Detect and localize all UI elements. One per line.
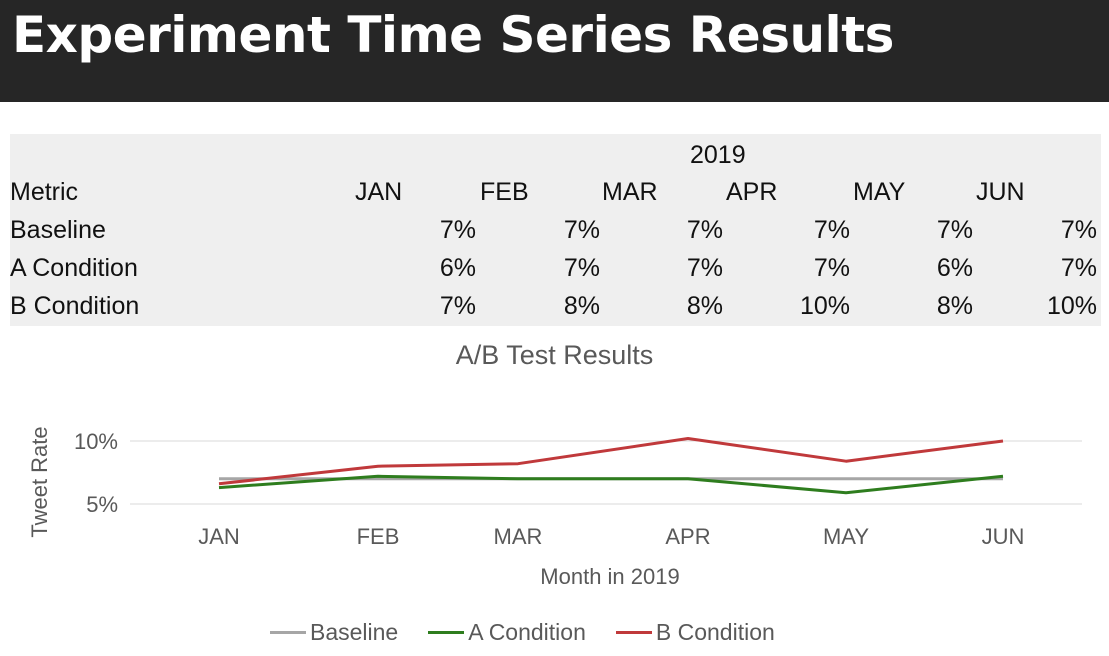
legend-swatch — [615, 630, 652, 634]
legend-label: A Condition — [468, 618, 586, 645]
table-row-label: A Condition — [10, 254, 138, 282]
y-axis-label: Tweet Rate — [27, 426, 52, 537]
table-cell: 7% — [1060, 254, 1097, 282]
table-month-header: JAN — [355, 178, 403, 206]
legend-item-b-condition: B Condition — [615, 618, 775, 646]
y-tick-label: 5% — [86, 492, 118, 517]
table-cell: 7% — [1060, 216, 1097, 244]
table-cell: 10% — [1046, 292, 1097, 320]
x-tick-label: MAR — [494, 524, 543, 549]
table-cell: 7% — [686, 254, 723, 282]
table-month-header: MAY — [853, 178, 906, 206]
legend-swatch — [270, 630, 306, 634]
table-cell: 8% — [686, 292, 723, 320]
table-row-label: Baseline — [10, 216, 106, 244]
table-cell: 7% — [686, 216, 723, 244]
table-month-header: JUN — [976, 178, 1025, 206]
legend-label: B Condition — [655, 618, 775, 645]
table-cell: 7% — [439, 292, 476, 320]
x-axis-label: Month in 2019 — [540, 564, 679, 589]
table-month-header: APR — [726, 178, 778, 206]
table-cell: 7% — [936, 216, 973, 244]
x-tick-label: JUN — [982, 524, 1025, 549]
table-cell: 8% — [563, 292, 600, 320]
table-cell: 6% — [936, 254, 973, 282]
legend-label: Baseline — [310, 618, 399, 645]
x-tick-label: FEB — [357, 524, 400, 549]
table-cell: 7% — [563, 216, 600, 244]
legend-item-a-condition: A Condition — [428, 619, 586, 646]
table-cell: 8% — [936, 292, 973, 320]
results-table: 2019 Metric JAN FEB MAR APR MAY JUN Base… — [10, 134, 1101, 326]
table-cell: 7% — [439, 216, 476, 244]
table-cell: 7% — [813, 254, 850, 282]
table-metric-header: Metric — [10, 178, 79, 206]
table-row-label: B Condition — [10, 292, 140, 320]
x-tick-label: JAN — [198, 524, 240, 549]
x-tick-label: APR — [665, 524, 710, 549]
table-month-header: FEB — [480, 178, 529, 206]
x-tick-label: MAY — [823, 524, 869, 549]
table-cell: 6% — [439, 254, 476, 282]
series-line-a-condition — [218, 474, 1004, 495]
series-line-b-condition — [218, 437, 1004, 486]
table-cell: 7% — [813, 216, 850, 244]
page-title: Experiment Time Series Results — [12, 6, 894, 64]
table-month-header: MAR — [602, 178, 658, 206]
legend-item-baseline: Baseline — [270, 619, 398, 646]
chart-legend: Baseline A Condition B Condition — [270, 617, 805, 647]
chart-title: A/B Test Results — [455, 340, 654, 370]
table-cell: 10% — [799, 292, 850, 320]
table-year-header: 2019 — [690, 141, 746, 169]
title-bar: Experiment Time Series Results — [0, 0, 1109, 102]
legend-swatch — [428, 630, 465, 634]
y-tick-label: 10% — [74, 429, 118, 454]
table-cell: 7% — [563, 254, 600, 282]
